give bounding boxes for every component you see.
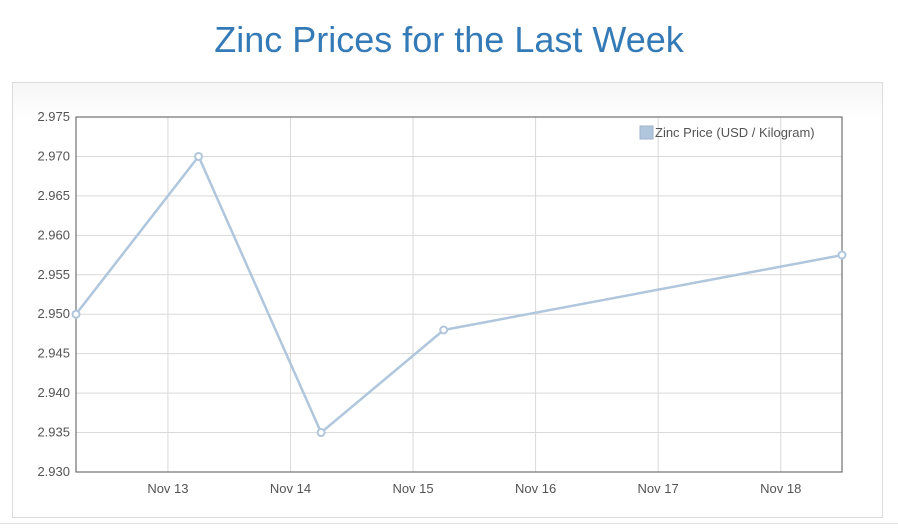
x-tick-label: Nov 13 <box>147 481 188 496</box>
y-axis-tick-labels: 2.975 2.970 2.965 2.960 2.955 2.950 2.945 2.940… <box>37 109 70 479</box>
data-point[interactable] <box>194 151 204 161</box>
x-tick-label: Nov 15 <box>392 481 433 496</box>
y-tick-label: 2.960 <box>37 227 70 242</box>
y-tick-label: 2.935 <box>37 425 70 440</box>
grid-lines <box>76 116 842 473</box>
y-tick-label: 2.975 <box>37 109 70 124</box>
data-point[interactable] <box>439 325 449 335</box>
legend-label: Zinc Price (USD / Kilogram) <box>655 125 815 140</box>
data-point[interactable] <box>316 428 326 438</box>
x-tick-label: Nov 18 <box>760 481 801 496</box>
x-axis-tick-labels: Nov 13 Nov 14 Nov 15 Nov 16 Nov 17 Nov 18 <box>147 481 801 496</box>
y-tick-label: 2.950 <box>37 306 70 321</box>
y-tick-label: 2.945 <box>37 346 70 361</box>
plot-area-border <box>75 116 843 473</box>
x-tick-label: Nov 17 <box>638 481 679 496</box>
x-tick-label: Nov 16 <box>515 481 556 496</box>
legend-swatch <box>639 125 654 140</box>
legend[interactable]: Zinc Price (USD / Kilogram) <box>639 125 815 140</box>
y-tick-label: 2.940 <box>37 385 70 400</box>
series-layer <box>71 151 847 438</box>
bottom-divider <box>0 523 898 524</box>
data-point[interactable] <box>837 250 847 260</box>
y-tick-label: 2.930 <box>37 464 70 479</box>
data-point[interactable] <box>71 309 81 319</box>
y-tick-label: 2.965 <box>37 188 70 203</box>
y-tick-label: 2.955 <box>37 267 70 282</box>
chart-panel <box>12 82 883 518</box>
y-tick-label: 2.970 <box>37 148 70 163</box>
series-line <box>75 155 843 434</box>
x-tick-label: Nov 14 <box>270 481 311 496</box>
page-title: Zinc Prices for the Last Week <box>214 19 684 60</box>
